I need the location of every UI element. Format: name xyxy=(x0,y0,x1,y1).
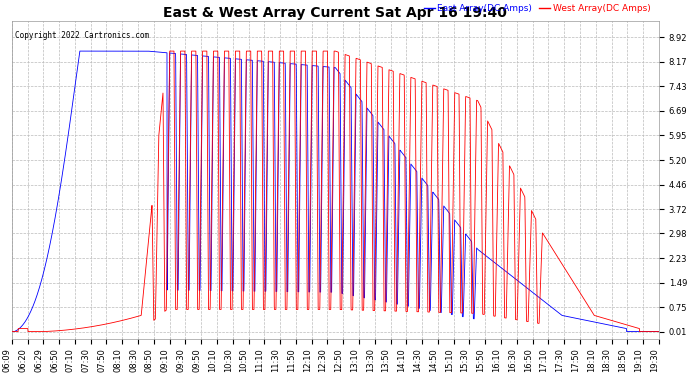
Legend: East Array(DC Amps), West Array(DC Amps): East Array(DC Amps), West Array(DC Amps) xyxy=(420,0,654,17)
Text: Copyright 2022 Cartronics.com: Copyright 2022 Cartronics.com xyxy=(15,31,149,40)
Title: East & West Array Current Sat Apr 16 19:40: East & West Array Current Sat Apr 16 19:… xyxy=(164,6,507,20)
